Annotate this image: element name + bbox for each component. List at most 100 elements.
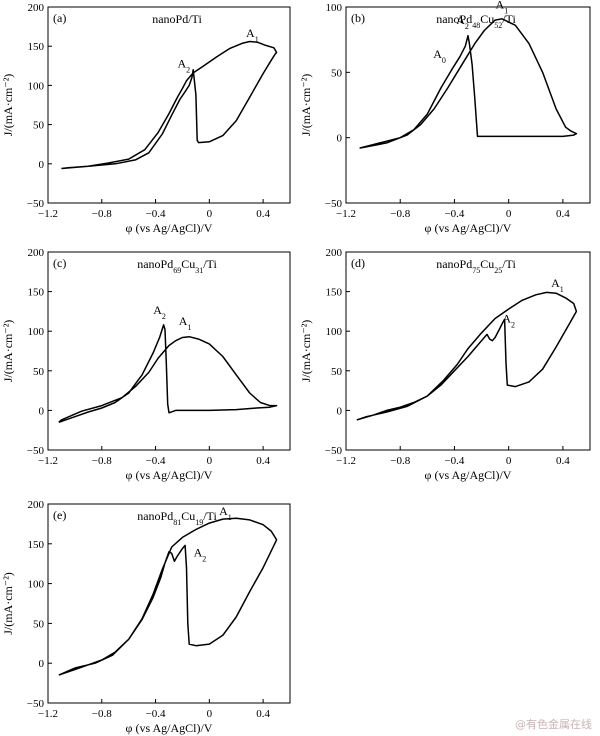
title-part: /Ti [502, 12, 516, 26]
annotation-subscript: 2 [465, 21, 469, 30]
title-part: nanoPd [436, 257, 472, 271]
title-subscript: 31 [195, 266, 203, 275]
x-tick-label: −1.2 [336, 208, 356, 220]
y-tick-label: 50 [331, 366, 343, 378]
chart-title: nanoPd/Ti [152, 12, 202, 26]
plot-frame [47, 503, 291, 704]
y-tick-label: 100 [326, 2, 343, 14]
x-tick-label: −1.2 [38, 455, 58, 467]
watermark-text: @有色金属在线 [515, 718, 592, 731]
y-tick-label: 150 [28, 41, 45, 53]
x-tick-label: 0 [506, 455, 512, 467]
y-tick-label: 50 [33, 366, 45, 378]
peak-annotation: A0 [433, 47, 446, 65]
x-tick-label: −0.8 [92, 708, 112, 720]
x-tick-label: −0.8 [390, 455, 410, 467]
title-subscript: 75 [472, 266, 480, 275]
title-subscript: 19 [195, 518, 203, 527]
title-subscript: 25 [494, 266, 502, 275]
x-tick-label: 0.4 [256, 208, 270, 220]
annotation-base: A [179, 314, 188, 328]
panel-label: (a) [53, 11, 66, 25]
y-tick-label: 0 [39, 658, 45, 670]
y-tick-label: 200 [28, 2, 45, 14]
annotation-base: A [456, 13, 465, 27]
peak-annotation: A2 [456, 13, 469, 31]
y-tick-label: 0 [39, 405, 45, 417]
annotation-subscript: 1 [560, 284, 564, 293]
title-part: nanoPd [436, 12, 472, 26]
annotation-base: A [177, 56, 186, 70]
y-tick-label: −50 [325, 198, 343, 210]
x-tick-label: −1.2 [38, 208, 58, 220]
annotation-base: A [551, 276, 560, 290]
cv-curve [58, 517, 278, 676]
plot-frame [345, 251, 591, 451]
x-tick-label: −0.8 [390, 208, 410, 220]
plot-frame [47, 6, 291, 204]
title-part: nanoPd [137, 257, 173, 271]
y-tick-label: 100 [28, 80, 45, 92]
peak-annotation: A1 [246, 26, 259, 44]
peak-annotation: A2 [153, 303, 166, 321]
x-tick-label: −0.4 [146, 208, 166, 220]
title-part: Cu [181, 509, 195, 523]
x-tick-label: −0.4 [444, 208, 464, 220]
x-tick-label: −0.8 [92, 208, 112, 220]
chart-panel: −1.2 −0.8 −0.4 0 0.4 −50 0 50 100 150 200 φ (vs Ag/… [299, 247, 591, 482]
y-tick-label: 200 [28, 247, 45, 259]
y-tick-label: 0 [39, 159, 45, 171]
annotation-subscript: 1 [504, 6, 508, 15]
x-tick-label: −1.2 [336, 455, 356, 467]
chart-title: nanoPd81Cu19/Ti [137, 509, 217, 527]
y-tick-label: 150 [28, 287, 45, 299]
annotation-subscript: 2 [511, 320, 515, 329]
x-tick-label: 0.4 [556, 455, 570, 467]
x-tick-label: −0.4 [444, 455, 464, 467]
panel-label: (c) [53, 256, 66, 270]
x-axis-label: φ (vs Ag/AgCl)/V [126, 221, 213, 235]
chart-panel: −1.2 −0.8 −0.4 0 0.4 −50 0 50 100 150 200 φ (vs Ag/… [1, 499, 291, 735]
plot-frame [345, 6, 591, 204]
x-tick-label: −0.4 [146, 455, 166, 467]
peak-annotation: A2 [194, 546, 207, 564]
y-tick-label: 100 [28, 579, 45, 591]
annotation-subscript: 1 [255, 34, 259, 43]
y-tick-label: 100 [326, 326, 343, 338]
y-axis-label: J/(mA·cm⁻²) [1, 74, 15, 137]
annotation-base: A [433, 47, 442, 61]
y-tick-label: −50 [27, 198, 45, 210]
title-part: /Ti [203, 509, 217, 523]
y-tick-label: 200 [28, 499, 45, 511]
x-tick-label: 0 [207, 208, 213, 220]
peak-annotation: A2 [177, 56, 190, 74]
annotation-subscript: 2 [202, 554, 206, 563]
x-tick-label: 0 [207, 455, 213, 467]
x-tick-label: 0 [506, 208, 512, 220]
annotation-subscript: 1 [228, 513, 232, 522]
annotation-base: A [246, 26, 255, 40]
chart-panel: −1.2 −0.8 −0.4 0 0.4 −50 0 50 100 φ (vs Ag/AgCl)/… [299, 0, 591, 235]
y-tick-label: 0 [337, 133, 343, 145]
x-tick-label: 0 [207, 708, 213, 720]
chart-panel: −1.2 −0.8 −0.4 0 0.4 −50 0 50 100 150 200 φ (vs Ag/… [1, 2, 291, 235]
x-axis-label: φ (vs Ag/AgCl)/V [126, 468, 213, 482]
cv-curve [61, 40, 278, 170]
x-axis-label: φ (vs Ag/AgCl)/V [126, 721, 213, 735]
annotation-base: A [153, 303, 162, 317]
y-axis-label: J/(mA·cm⁻²) [1, 320, 15, 383]
title-subscript: 52 [494, 21, 502, 30]
x-axis-label: φ (vs Ag/AgCl)/V [425, 221, 512, 235]
y-tick-label: 50 [33, 618, 45, 630]
x-tick-label: 0.4 [556, 208, 570, 220]
x-tick-label: 0.4 [256, 455, 270, 467]
chart-title: nanoPd69Cu31/Ti [137, 257, 217, 275]
cv-curve [356, 291, 578, 421]
title-part: Cu [480, 12, 494, 26]
peak-annotation: A1 [219, 504, 232, 522]
x-tick-label: 0.4 [256, 708, 270, 720]
y-tick-label: −50 [325, 445, 343, 457]
x-tick-label: −0.8 [92, 455, 112, 467]
x-axis-label: φ (vs Ag/AgCl)/V [425, 468, 512, 482]
